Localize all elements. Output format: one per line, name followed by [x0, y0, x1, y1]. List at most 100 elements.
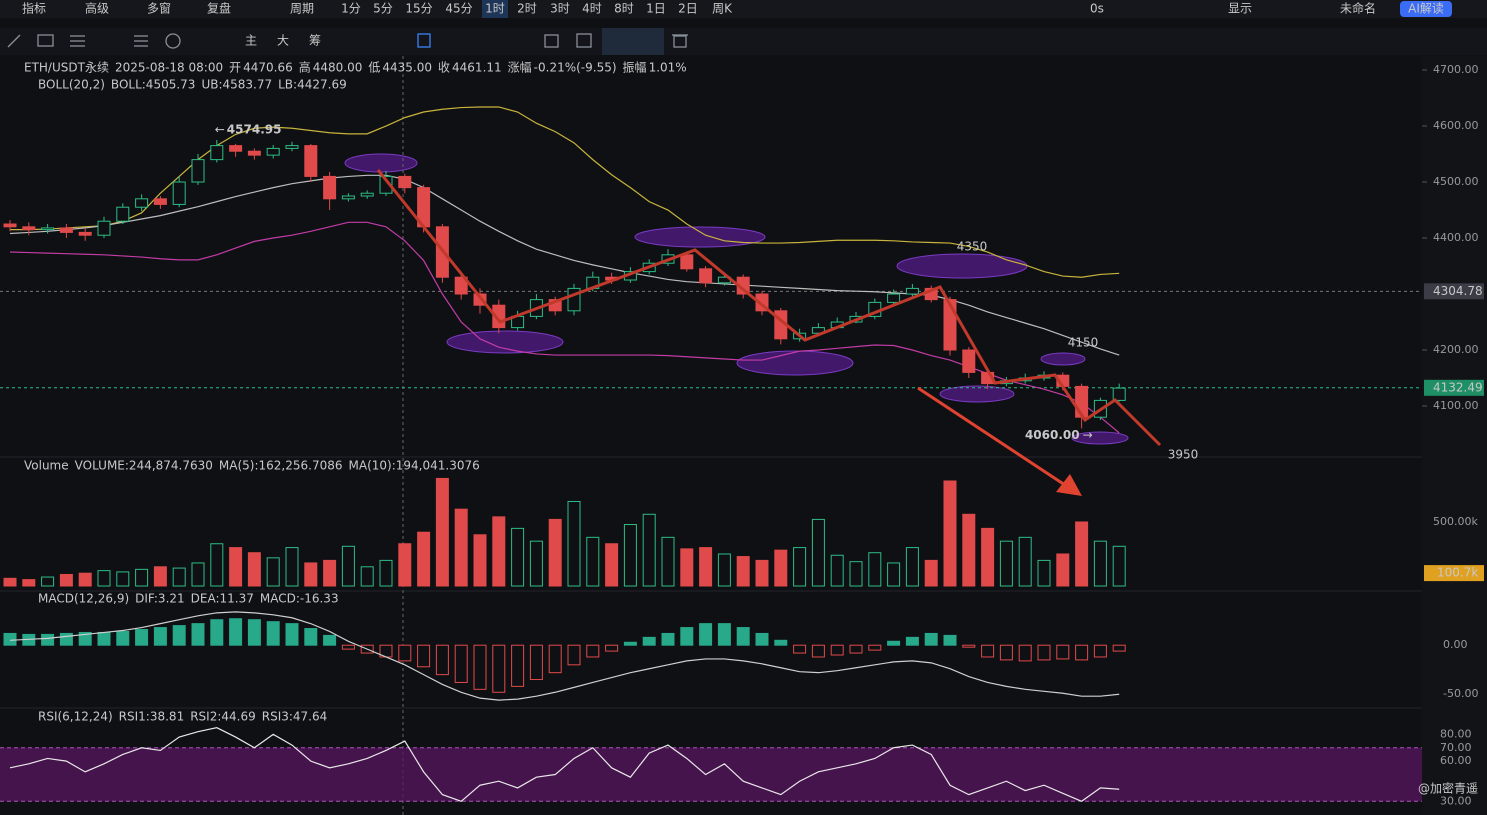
top-right-item[interactable]: 未命名 [1340, 1, 1376, 16]
header-text: UB:4583.77 [201, 78, 272, 92]
period[interactable]: 1分 [341, 2, 361, 16]
candle-body [3, 223, 17, 228]
macd-bar [811, 644, 825, 658]
candle-body [135, 198, 149, 208]
volume-bar [623, 524, 637, 587]
volume-bar [811, 518, 825, 587]
volume-bar [379, 559, 393, 587]
macd-bar [398, 644, 412, 662]
macd-bar [642, 636, 656, 646]
header-text: MACD(12,26,9) [38, 592, 129, 606]
volume-bar [1037, 559, 1051, 587]
rsi-line [9, 727, 1120, 802]
macd-bar [3, 632, 17, 646]
period[interactable]: 5分 [373, 2, 393, 16]
watermark: @加密青遥 [1418, 781, 1478, 796]
header-text: RSI2:44.69 [190, 710, 256, 724]
macd-bar [699, 623, 713, 646]
annotation: 3950 [1168, 448, 1199, 462]
top-right-item[interactable]: AI解读 [1408, 2, 1444, 16]
menu-item[interactable]: 多窗 [147, 2, 171, 16]
header-text: MA(5):162,256.7086 [219, 459, 343, 473]
top-right-item[interactable]: 显示 [1228, 2, 1252, 16]
candle-body [962, 349, 976, 373]
high-label: 4574.95 [227, 123, 282, 137]
price-axis [1422, 56, 1487, 815]
volume-bar [360, 566, 374, 587]
header-text: 4435.00 [382, 61, 432, 75]
menu-item[interactable]: 复盘 [207, 1, 231, 16]
y-tick-label: 80.00 [1440, 727, 1472, 740]
candle-body [304, 145, 318, 177]
low-arrow: → [1083, 428, 1093, 442]
top-right-item[interactable]: 0s [1090, 2, 1104, 16]
volume-bar [699, 547, 713, 587]
header-text: 4461.11 [452, 61, 502, 75]
macd-bar [435, 644, 449, 676]
period[interactable]: 周K [712, 2, 733, 16]
period[interactable]: 15分 [405, 2, 432, 16]
menu-item[interactable]: 指标 [22, 1, 46, 16]
macd-bar [661, 632, 675, 646]
period[interactable]: 3时 [550, 2, 570, 16]
header-text: RSI1:38.81 [119, 710, 185, 724]
macd-bar [736, 627, 750, 646]
candle-body [285, 145, 299, 149]
y-tick-label: 60.00 [1440, 754, 1472, 767]
trend-arrowhead [1056, 474, 1082, 496]
macd-bar [623, 641, 637, 646]
volume-last: 100.7k [1437, 566, 1478, 580]
volume-bar [41, 576, 55, 587]
period[interactable]: 2日 [678, 2, 698, 16]
candle-body [153, 198, 167, 205]
tool[interactable]: 筹 [309, 34, 321, 48]
candle-body [59, 227, 73, 233]
y-tick-label: 4100.00 [1433, 399, 1479, 412]
macd-bar [529, 644, 543, 681]
header-text: RSI(6,12,24) [38, 710, 113, 724]
period[interactable]: 2时 [517, 2, 537, 16]
candle-body [1112, 387, 1126, 401]
period[interactable]: 45分 [445, 2, 472, 16]
candle-body [41, 227, 55, 231]
period[interactable]: 4时 [582, 2, 602, 16]
macd-bar [285, 623, 299, 646]
y-tick-label: 4600.00 [1433, 119, 1479, 132]
volume-bar [830, 554, 844, 587]
macd-bar [97, 631, 111, 646]
period[interactable]: 1日 [646, 2, 666, 16]
volume-bar [981, 527, 995, 587]
header-text: 开 [229, 61, 241, 75]
macd-bar [191, 623, 205, 646]
tool[interactable]: 主 [245, 34, 257, 48]
volume-bar [454, 508, 468, 587]
macd-bar [41, 633, 55, 646]
volume-bar [116, 571, 130, 587]
header-text: -0.21%(-9.55) [534, 61, 617, 75]
volume-bar [924, 559, 938, 587]
period[interactable]: 1时 [485, 2, 505, 16]
header-text: MA(10):194,041.3076 [349, 459, 480, 473]
volume-bar [736, 556, 750, 587]
macd-bar [586, 644, 600, 658]
volume-bar [586, 536, 600, 587]
volume-bar [229, 547, 243, 587]
tool[interactable]: 大 [277, 34, 289, 48]
header-text: 4470.66 [243, 61, 293, 75]
period[interactable]: 8时 [614, 2, 634, 16]
period-active [482, 0, 508, 18]
macd-bar [266, 621, 280, 646]
header-text: BOLL(20,2) [38, 78, 105, 92]
candle-body [172, 181, 186, 205]
macd-bar [153, 627, 167, 646]
header-text: VOLUME:244,874.7630 [75, 459, 213, 473]
high-arrow: ← [215, 123, 225, 137]
header-text: 收 [438, 61, 450, 75]
volume-bar [1093, 540, 1107, 587]
header-text: LB:4427.69 [278, 78, 347, 92]
candle-body [398, 175, 412, 189]
crosshair-tag [1424, 283, 1484, 300]
last-price-tag [1424, 379, 1484, 396]
menu-item[interactable]: 高级 [85, 1, 109, 16]
menu-item[interactable]: 周期 [290, 2, 314, 16]
